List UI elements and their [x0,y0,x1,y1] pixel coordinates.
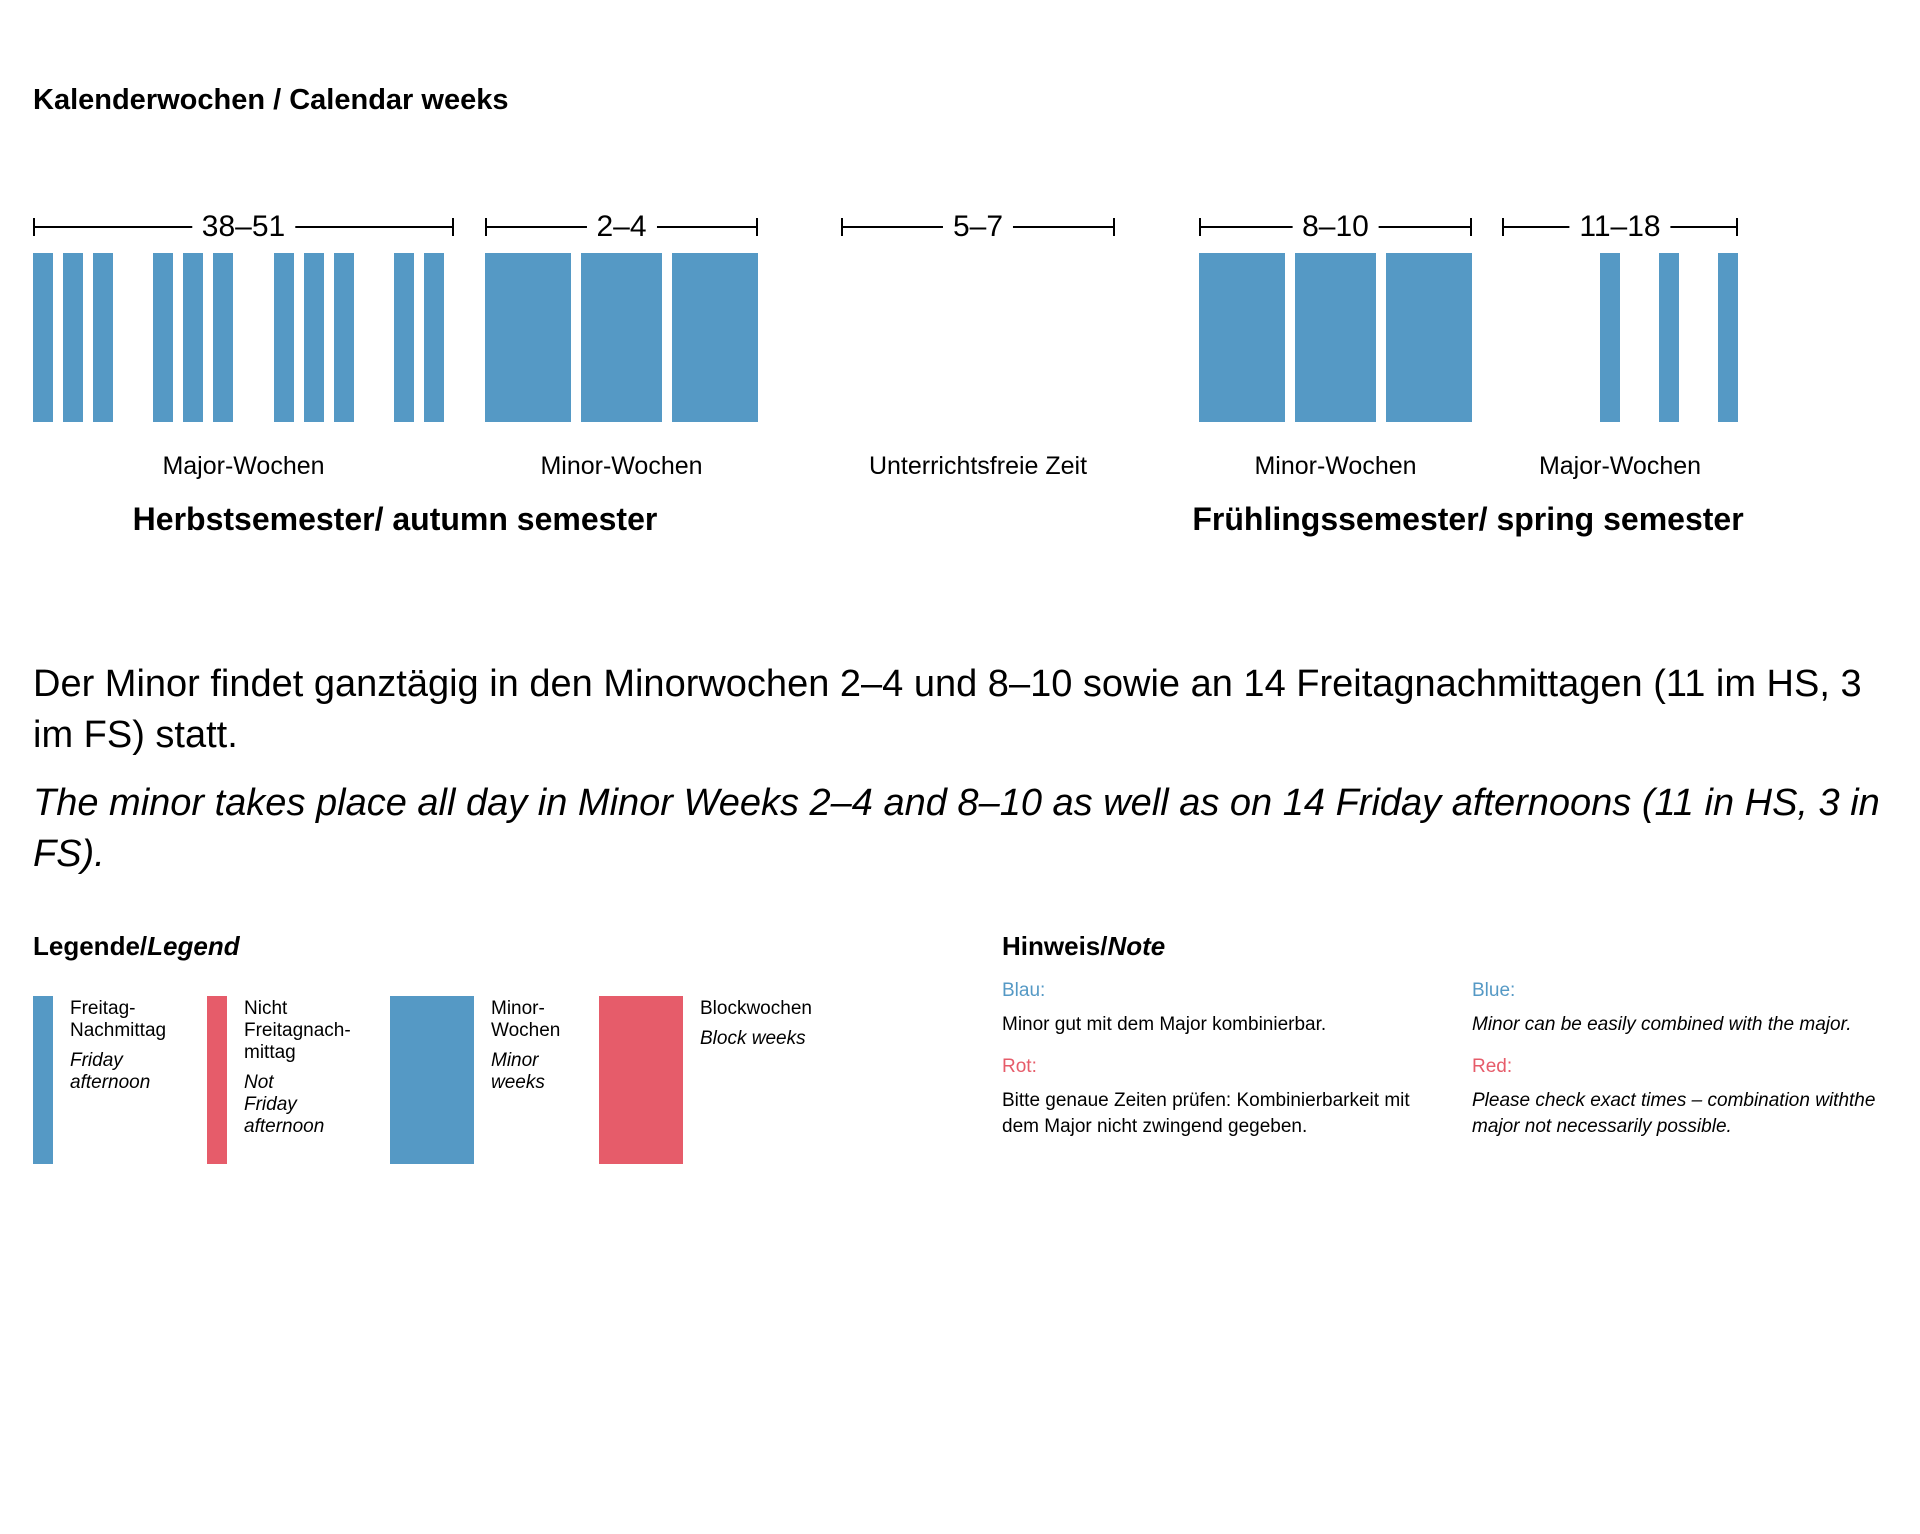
friday-afternoon-bar [33,253,53,422]
week-range-label: 8–10 [1292,210,1379,244]
minor-week-bar [1386,253,1472,422]
note-blue-text: Minor can be easily combined with the ma… [1472,1014,1852,1035]
week-range-bracket: 2–4 [485,210,758,244]
legend-label-en: Block weeks [700,1028,806,1049]
legend-label-de: Nicht Freitagnach- mittag [244,998,351,1063]
week-range-bracket: 11–18 [1502,210,1738,244]
legend-item-not-friday-afternoon: Nicht Freitagnach- mittag Not Friday afte… [244,998,351,1138]
week-range-label: 38–51 [191,210,296,244]
week-range-label: 2–4 [586,210,657,244]
page-title: Kalenderwochen / Calendar weeks [33,84,509,116]
friday-afternoon-bar [333,253,354,422]
note-heading-en: Note [1107,931,1166,961]
legend-label-en: Not Friday afternoon [244,1072,325,1137]
legend-swatch-friday-afternoon [33,996,53,1164]
friday-afternoon-bar [63,253,84,422]
legend-swatch-not-friday-afternoon [207,996,227,1164]
legend-heading: Legende/Legend [33,931,240,962]
minor-week-bar [1295,253,1376,422]
note-blue-label: Blue: [1472,980,1516,1001]
legend-label-de: Minor- Wochen [491,998,561,1041]
minor-week-bar [485,253,571,422]
friday-afternoon-bar [273,253,294,422]
note-red-label: Red: [1472,1056,1513,1077]
segment-label: Major-Wochen [1538,452,1702,480]
note-blue-text: Minor gut mit dem Major kombinierbar. [1002,1014,1327,1035]
note-heading: Hinweis/Note [1002,931,1165,962]
note-red-label: Rot: [1002,1056,1037,1077]
note-german: Blau: Minor gut mit dem Major kombinierb… [1002,978,1442,1140]
legend-swatch-block-weeks [599,996,683,1164]
minor-week-bar [581,253,662,422]
friday-afternoon-bar [423,253,444,422]
week-range-bracket: 5–7 [841,210,1115,244]
note-red-text: Please check exact times – combination w… [1472,1090,1876,1137]
legend-item-minor-weeks: Minor- Wochen Minor weeks [491,998,560,1094]
note-red-text: Bitte genaue Zeiten prüfen: Kombinierbar… [1002,1090,1410,1137]
legend-item-block-weeks: Blockwochen Block weeks [700,998,812,1050]
semester-label-autumn: Herbstsemester/ autumn semester [132,501,658,537]
legend-heading-de: Legende/ [33,931,148,961]
note-english: Blue: Minor can be easily combined with … [1472,978,1912,1140]
segment-label: Minor-Wochen [1254,452,1417,480]
week-range-label: 11–18 [1569,210,1671,244]
minor-week-bar [672,253,758,422]
segment-label: Major-Wochen [162,452,325,480]
minor-week-bar [1199,253,1285,422]
week-range-bracket: 8–10 [1199,210,1472,244]
description-german: Der Minor findet ganztägig in den Minorw… [33,663,1862,756]
legend-label-de: Freitag- Nachmittag [70,998,167,1041]
legend-label-de: Blockwochen [700,998,812,1019]
friday-afternoon-bar [393,253,414,422]
friday-afternoon-bar [1718,253,1738,422]
week-range-bracket: 38–51 [33,210,454,244]
legend-swatch-minor-weeks [390,996,474,1164]
note-heading-de: Hinweis/ [1002,931,1108,961]
legend-heading-en: Legend [147,931,240,961]
segment-label: Unterrichtsfreie Zeit [868,452,1088,480]
friday-afternoon-bar [303,253,324,422]
friday-afternoon-bar [153,253,174,422]
friday-afternoon-bar [213,253,234,422]
legend-label-en: Friday afternoon [70,1050,151,1093]
legend-label-en: Minor weeks [491,1050,545,1093]
friday-afternoon-bar [183,253,204,422]
segment-label: Minor-Wochen [540,452,703,480]
friday-afternoon-bar [1600,253,1620,422]
friday-afternoon-bar [93,253,114,422]
legend-item-friday-afternoon: Freitag- Nachmittag Friday afternoon [70,998,166,1094]
week-range-label: 5–7 [942,210,1014,244]
note-blue-label: Blau: [1002,980,1046,1001]
semester-label-spring: Frühlingssemester/ spring semester [1192,501,1744,537]
friday-afternoon-bar [1659,253,1679,422]
description-english: The minor takes place all day in Minor W… [33,782,1880,875]
